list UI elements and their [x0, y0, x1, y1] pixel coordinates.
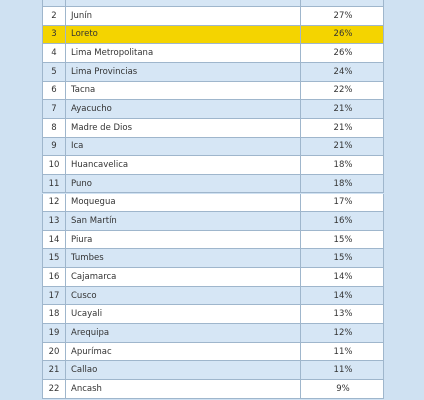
region-cell: Lima Metropolitana	[66, 44, 301, 62]
rank-cell: 6	[43, 81, 66, 100]
table-row: 17 Cusco 14%	[42, 286, 384, 306]
region-cell: Tacna	[66, 81, 301, 100]
table-row: 3 Loreto 26%	[42, 25, 384, 45]
table-row: 11 Puno 18%	[42, 174, 384, 194]
percent-cell: 12%	[333, 327, 353, 338]
table-row: 15 Tumbes 15%	[42, 249, 384, 269]
region-cell: Moquegua	[66, 193, 301, 212]
table-row: 4 Lima Metropolitana 26%	[42, 44, 384, 63]
percent-cell: 17%	[333, 197, 353, 208]
region-cell: Cusco	[66, 286, 301, 305]
region-cell: Callao	[66, 361, 301, 379]
table-row: 10 Huancavelica 18%	[42, 156, 384, 175]
percent-cell: 16%	[333, 215, 353, 226]
rank-cell: 9	[43, 137, 66, 156]
percent-cell: 15%	[333, 234, 353, 245]
cell	[43, 0, 66, 6]
rank-cell: 8	[43, 118, 66, 137]
table: 2 Junín 27% 3 Loreto 26% 4 Lima Metropolitana 26…	[42, 0, 384, 400]
rank-cell: 15	[43, 249, 66, 268]
percent-cell: 14%	[333, 290, 353, 301]
percent-cell: 27%	[333, 10, 353, 21]
region-cell: Lima Provincias	[66, 62, 301, 81]
region-cell: San Martín	[66, 212, 301, 230]
rank-cell: 22	[43, 380, 66, 398]
percent-cell: 11%	[333, 346, 353, 357]
table-row: 9 Ica 21%	[42, 137, 384, 157]
percent-cell: 21%	[333, 104, 353, 115]
rank-cell: 10	[43, 156, 66, 174]
rank-cell: 16	[43, 268, 66, 286]
rank-cell: 3	[43, 25, 66, 44]
table-row: 21 Callao 11%	[42, 361, 384, 380]
table-row: 16 Cajamarca 14%	[42, 268, 384, 287]
percent-cell: 22%	[333, 85, 353, 96]
region-cell: Piura	[66, 230, 301, 249]
region-cell: Madre de Dios	[66, 118, 301, 137]
percent-cell: 21%	[333, 122, 353, 133]
table-row: 6 Tacna 22%	[42, 81, 384, 101]
region-cell: Tumbes	[66, 249, 301, 268]
region-cell: Arequipa	[66, 324, 301, 342]
region-cell: Huancavelica	[66, 156, 301, 174]
percent-cell: 9%	[336, 383, 350, 394]
table-row-partial	[42, 0, 384, 7]
region-cell: Cajamarca	[66, 268, 301, 286]
percent-cell: 26%	[333, 48, 353, 59]
table-row: 5 Lima Provincias 24%	[42, 62, 384, 82]
region-cell: Junín	[66, 7, 301, 25]
percent-cell: 26%	[333, 29, 353, 40]
table-row: 13 San Martín 16%	[42, 212, 384, 231]
region-cell: Ica	[66, 137, 301, 156]
rank-cell: 20	[43, 342, 66, 361]
table-row: 22 Ancash 9%	[42, 380, 384, 399]
region-cell: Apurímac	[66, 342, 301, 361]
region-cell: Puno	[66, 174, 301, 193]
percent-cell: 14%	[333, 271, 353, 282]
rank-cell: 14	[43, 230, 66, 249]
region-cell: Ayacucho	[66, 100, 301, 118]
cell	[66, 0, 301, 6]
table-row: 18 Ucayali 13%	[42, 305, 384, 325]
table-row: 12 Moquegua 17%	[42, 193, 384, 213]
rank-cell: 17	[43, 286, 66, 305]
rank-cell: 19	[43, 324, 66, 342]
rank-cell: 5	[43, 62, 66, 81]
rank-cell: 18	[43, 305, 66, 324]
table-row: 20 Apurímac 11%	[42, 342, 384, 362]
percent-cell: 18%	[333, 160, 353, 170]
percent-cell: 11%	[333, 365, 353, 376]
region-cell: Ucayali	[66, 305, 301, 324]
table-row: 19 Arequipa 12%	[42, 324, 384, 343]
rank-cell: 11	[43, 174, 66, 193]
rank-cell: 12	[43, 193, 66, 212]
percent-cell: 24%	[333, 66, 353, 77]
percent-cell: 15%	[333, 253, 353, 264]
rank-cell: 7	[43, 100, 66, 118]
table-row: 7 Ayacucho 21%	[42, 100, 384, 119]
percent-cell: 18%	[333, 178, 353, 189]
rank-cell: 2	[43, 7, 66, 25]
region-cell: Ancash	[66, 380, 301, 398]
percent-cell: 13%	[333, 309, 353, 320]
rank-cell: 4	[43, 44, 66, 62]
rank-cell: 13	[43, 212, 66, 230]
table-row: 8 Madre de Dios 21%	[42, 118, 384, 138]
table-row: 2 Junín 27%	[42, 7, 384, 26]
percent-cell: 21%	[333, 141, 353, 152]
table-row: 14 Piura 15%	[42, 230, 384, 250]
rank-cell: 21	[43, 361, 66, 379]
region-cell: Loreto	[66, 25, 301, 44]
